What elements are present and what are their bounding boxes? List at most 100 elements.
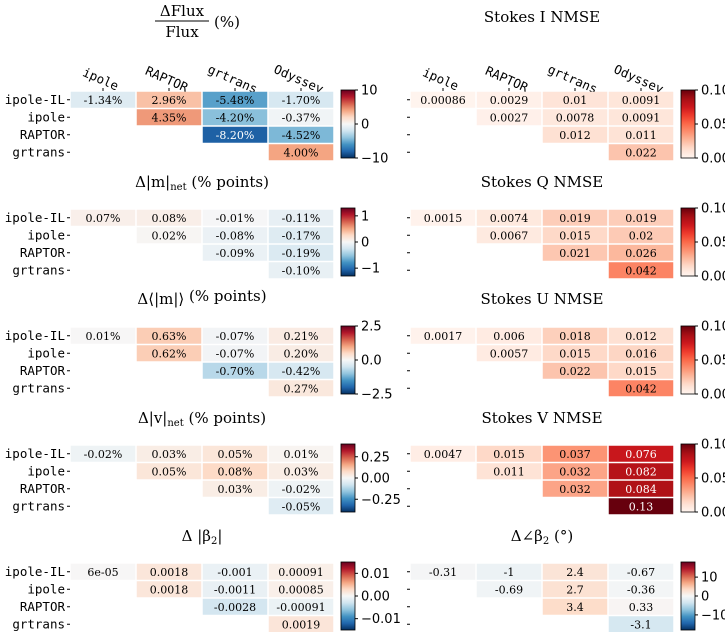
cell-label: 0.0027 bbox=[490, 112, 529, 125]
row-label: grtrans bbox=[12, 144, 65, 159]
cell-label: -0.09% bbox=[216, 247, 255, 260]
cell-label: 0.0067 bbox=[490, 230, 529, 243]
cell-label: 0.13 bbox=[629, 501, 654, 514]
cell-label: -0.0011 bbox=[214, 584, 256, 597]
cell-label: -4.20% bbox=[216, 112, 255, 125]
heatmap-cell bbox=[202, 209, 268, 226]
cell-label: 0.01 bbox=[563, 94, 588, 107]
heatmap-cell bbox=[268, 91, 334, 108]
cell-label: 0.019 bbox=[625, 212, 657, 225]
heatmap-cell bbox=[136, 209, 202, 226]
colorbar-tick-label: 0.05 bbox=[701, 236, 725, 251]
cell-label: 0.016 bbox=[625, 348, 657, 361]
colorbar bbox=[680, 325, 696, 395]
cell-label: 0.021 bbox=[559, 247, 591, 260]
cell-label: 0.076 bbox=[625, 448, 657, 461]
row-label: ipole bbox=[27, 581, 65, 596]
colorbar-tick-label: 0.25 bbox=[361, 450, 390, 465]
title-suffix: (%) bbox=[214, 13, 240, 31]
colorbar-tick-label: 0.0 bbox=[361, 354, 382, 369]
heatmap-cell bbox=[476, 109, 542, 126]
colorbar-tick-label: 0.01 bbox=[361, 567, 390, 582]
heatmap-cell bbox=[268, 563, 334, 580]
panel-dvnet: Δ|v|net (% points) ipole-IL ipole RAPTOR grt… bbox=[5, 409, 401, 515]
cell-label: 0.011 bbox=[625, 129, 657, 142]
panel-title: Δ|v|net (% points) bbox=[138, 409, 266, 429]
colorbar bbox=[680, 207, 696, 277]
cell-label: 0.02% bbox=[152, 230, 187, 243]
cell-label: 0.0074 bbox=[490, 212, 529, 225]
heatmap-cell bbox=[70, 91, 136, 108]
heatmap-cell bbox=[268, 463, 334, 480]
heatmap-cell bbox=[542, 227, 608, 244]
heatmap-cell bbox=[542, 362, 608, 379]
cell-label: 0.015 bbox=[559, 348, 591, 361]
cell-label: 2.4 bbox=[566, 566, 584, 579]
heatmap-cell bbox=[268, 480, 334, 497]
heatmap-cell bbox=[202, 362, 268, 379]
cell-label: -0.0028 bbox=[214, 601, 256, 614]
heatmap-cell bbox=[608, 581, 674, 598]
heatmap-cell bbox=[268, 144, 334, 161]
cell-label: 0.022 bbox=[559, 365, 591, 378]
colorbar-tick-label: 0.10 bbox=[701, 84, 725, 99]
heatmap-cell bbox=[476, 327, 542, 344]
cell-label: 0.02 bbox=[629, 230, 654, 243]
row-label: ipole-IL bbox=[5, 328, 65, 343]
panel-dflux: ΔFlux Flux (%) ipole RAPTOR grtrans Odyssey ipo… bbox=[5, 2, 389, 167]
cell-label: 0.011 bbox=[493, 466, 525, 479]
heatmap-cell bbox=[608, 345, 674, 362]
heatmap-cell bbox=[202, 345, 268, 362]
heatmap-cell bbox=[268, 581, 334, 598]
cell-label: -1.70% bbox=[282, 94, 321, 107]
cell-label: 0.012 bbox=[559, 129, 591, 142]
column-label: grtrans bbox=[546, 61, 600, 96]
colorbar-tick-label: −10 bbox=[701, 608, 725, 623]
colorbar-tick-label: −0.25 bbox=[361, 493, 401, 508]
heatmap-cell bbox=[202, 480, 268, 497]
heatmap-cell bbox=[268, 327, 334, 344]
heatmap-cell bbox=[476, 227, 542, 244]
cell-label: -0.08% bbox=[216, 230, 255, 243]
panel-title: Stokes V NMSE bbox=[481, 409, 602, 427]
heatmap-cell bbox=[136, 227, 202, 244]
cell-label: 0.07% bbox=[86, 212, 121, 225]
cell-label: 0.20% bbox=[284, 348, 319, 361]
cell-label: -0.42% bbox=[282, 365, 321, 378]
colorbar-tick-label: 1 bbox=[361, 209, 369, 224]
cell-label: -0.07% bbox=[216, 330, 255, 343]
cell-label: -0.69 bbox=[495, 584, 523, 597]
heatmap-cell bbox=[202, 581, 268, 598]
cell-label: 4.00% bbox=[284, 147, 319, 160]
heatmap-cell bbox=[542, 463, 608, 480]
panel-dmavg: Δ⟨|m|⟩ (% points) ipole-IL ipole RAPTOR grtr… bbox=[5, 287, 393, 403]
cell-label: 0.022 bbox=[625, 147, 657, 160]
heatmap-cell bbox=[542, 480, 608, 497]
colorbar bbox=[340, 325, 356, 395]
cell-label: -5.48% bbox=[216, 94, 255, 107]
cell-label: 0.00091 bbox=[278, 566, 324, 579]
heatmap-cell bbox=[608, 445, 674, 462]
column-label: ipole bbox=[421, 64, 461, 93]
heatmap-cell bbox=[70, 209, 136, 226]
colorbar-tick-label: −2.5 bbox=[361, 388, 393, 403]
cell-label: -0.19% bbox=[282, 247, 321, 260]
colorbar bbox=[340, 89, 356, 159]
row-label: ipole bbox=[27, 345, 65, 360]
cell-label: -0.31 bbox=[429, 566, 457, 579]
cell-label: -0.36 bbox=[627, 584, 655, 597]
heatmap-cell bbox=[202, 598, 268, 615]
colorbar bbox=[340, 561, 356, 631]
colorbar-tick-label: 0.05 bbox=[701, 354, 725, 369]
heatmap-cell bbox=[136, 581, 202, 598]
cell-label: 0.015 bbox=[493, 448, 525, 461]
colorbar-tick-label: 10 bbox=[701, 571, 718, 586]
heatmap-cell bbox=[542, 581, 608, 598]
colorbar bbox=[680, 561, 696, 631]
colorbar-tick-label: 0 bbox=[361, 118, 369, 133]
heatmap-cell bbox=[542, 126, 608, 143]
cell-label: 0.33 bbox=[629, 601, 654, 614]
heatmap-cell bbox=[476, 209, 542, 226]
column-label: grtrans bbox=[206, 61, 260, 96]
